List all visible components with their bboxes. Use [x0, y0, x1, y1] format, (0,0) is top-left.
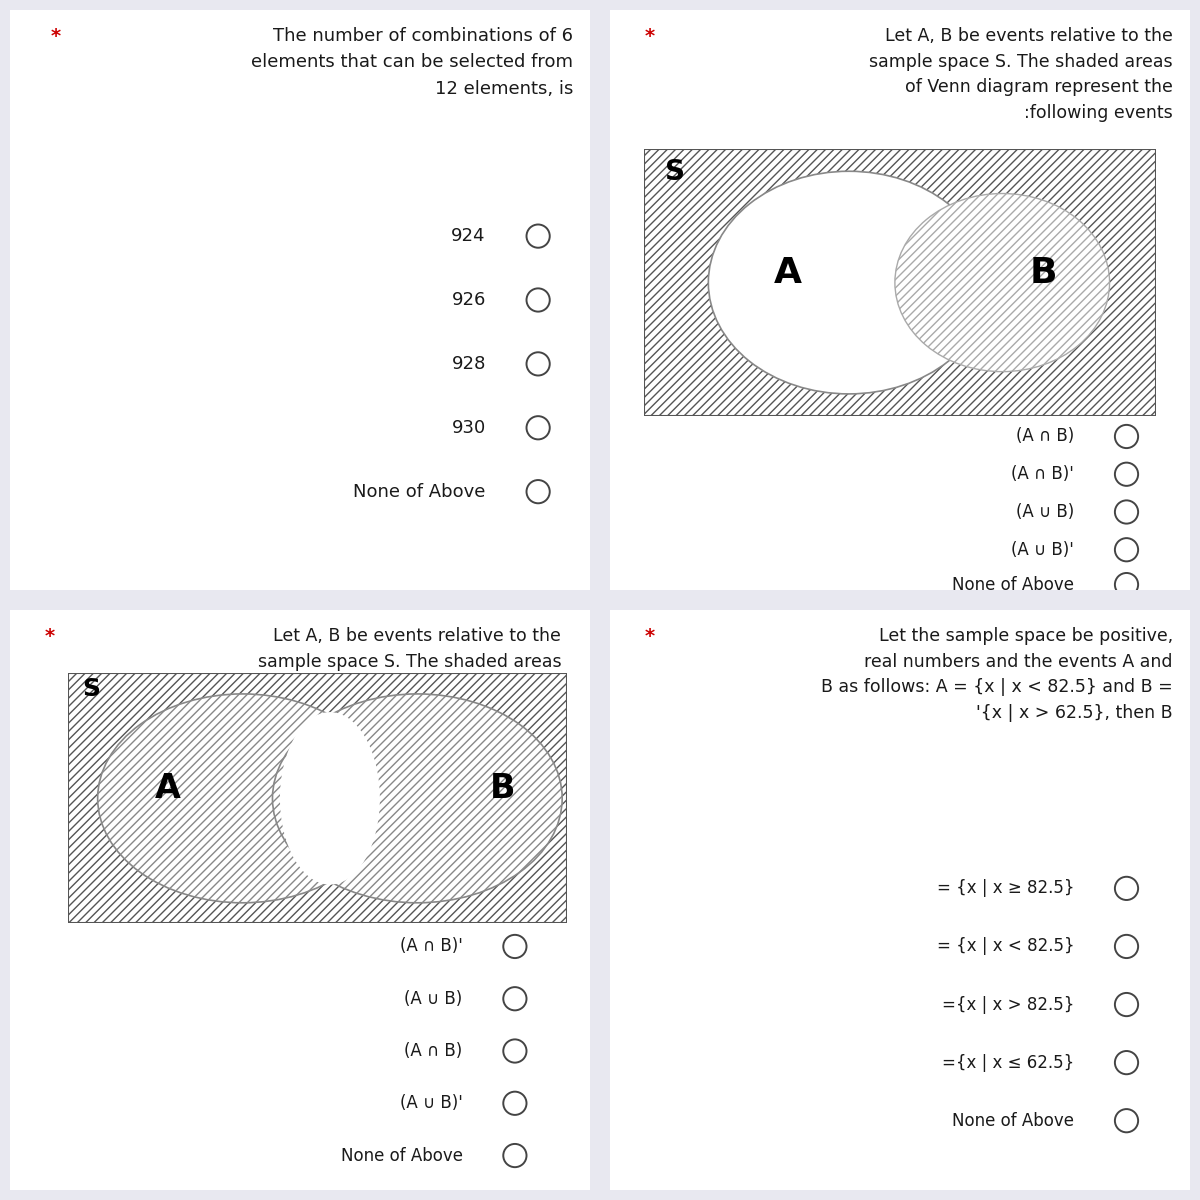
Text: The number of combinations of 6
elements that can be selected from
12 elements, : The number of combinations of 6 elements… [251, 28, 572, 98]
Text: = {x | x < 82.5}: = {x | x < 82.5} [937, 937, 1074, 955]
Text: *: * [44, 628, 54, 646]
Text: None of Above: None of Above [341, 1146, 463, 1164]
Ellipse shape [97, 694, 388, 902]
Text: = {x | x ≥ 82.5}: = {x | x ≥ 82.5} [937, 880, 1074, 898]
Text: (A ∩ B): (A ∩ B) [404, 1042, 463, 1060]
Text: A: A [774, 256, 802, 289]
Text: *: * [52, 28, 61, 46]
Text: (A ∩ B)': (A ∩ B)' [1012, 466, 1074, 484]
Text: None of Above: None of Above [354, 482, 486, 500]
Ellipse shape [272, 694, 562, 902]
Text: 924: 924 [451, 227, 486, 245]
Text: 926: 926 [451, 290, 486, 308]
Text: ={x | x > 82.5}: ={x | x > 82.5} [942, 996, 1074, 1014]
Text: (A ∪ B)': (A ∪ B)' [400, 1094, 463, 1112]
Text: (A ∩ B): (A ∩ B) [1016, 427, 1074, 445]
Ellipse shape [708, 172, 990, 394]
Ellipse shape [895, 193, 1110, 372]
Text: *: * [644, 28, 654, 46]
Text: Let A, B be events relative to the
sample space S. The shaded areas
of Venn diag: Let A, B be events relative to the sampl… [869, 28, 1172, 122]
Text: Let A, B be events relative to the
sample space S. The shaded areas
of Venn diag: Let A, B be events relative to the sampl… [258, 628, 562, 722]
Text: (A ∪ B): (A ∪ B) [1016, 503, 1074, 521]
Text: None of Above: None of Above [953, 576, 1074, 594]
Text: A: A [155, 773, 180, 805]
Text: B: B [1030, 256, 1057, 289]
Text: B: B [490, 773, 515, 805]
Text: *: * [644, 628, 654, 646]
Text: None of Above: None of Above [953, 1111, 1074, 1129]
Text: 928: 928 [451, 355, 486, 373]
Ellipse shape [280, 712, 380, 884]
Text: (A ∪ B)': (A ∪ B)' [1012, 541, 1074, 559]
Text: (A ∪ B): (A ∪ B) [404, 990, 463, 1008]
Text: ={x | x ≤ 62.5}: ={x | x ≤ 62.5} [942, 1054, 1074, 1072]
Text: (A ∩ B)': (A ∩ B)' [400, 937, 463, 955]
Text: Let the sample space be positive,
real numbers and the events A and
B as follows: Let the sample space be positive, real n… [821, 628, 1172, 722]
Text: S: S [665, 158, 685, 186]
Text: 930: 930 [451, 419, 486, 437]
Text: S: S [83, 677, 101, 701]
